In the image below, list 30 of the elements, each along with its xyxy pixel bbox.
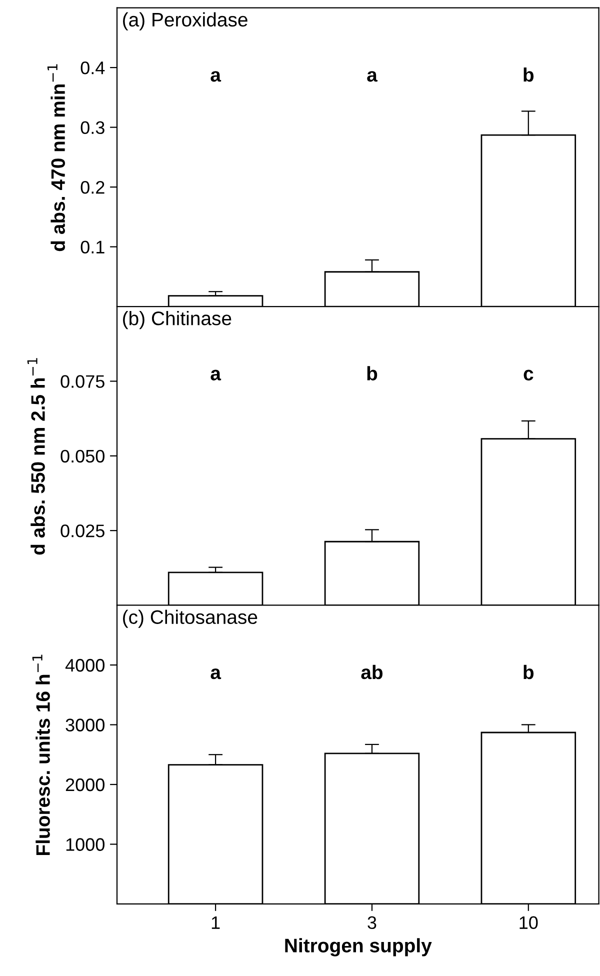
y-tick-label: 0.025 [60,524,104,538]
x-tick-label: 3 [368,916,376,930]
y-axis-title: d abs. 470 nm min$^{−1}$ [47,64,66,252]
y-tick-label: 0.075 [60,375,104,388]
x-tick-label: 1 [212,916,220,929]
y-tick-label: 0.2 [80,180,104,194]
annotation: a [210,668,222,680]
y-tick-label: 0.050 [60,450,104,463]
annotation: a [210,370,222,380]
annotation: b [367,366,378,380]
y-tick-label: 0.3 [80,121,104,134]
y-tick-label: 3000 [66,718,104,732]
y-tick-label: 0.4 [80,61,105,74]
annotation: ab [361,664,383,680]
x-tick-label: 10 [520,916,538,930]
annotation: c [524,370,534,380]
y-tick-label: 1000 [66,838,104,851]
annotation: b [524,664,534,680]
chart-title: (c) Chitosanase [123,610,258,628]
annotation: b [524,67,534,82]
chart-title: (a) Peroxidase [123,12,248,30]
chart-title: (b) Chitinase [123,311,232,330]
y-tick-label: 2000 [66,778,104,792]
annotation: a [367,71,378,82]
y-axis-title: Fluoresc. units 16 h$^{−1}$ [32,654,50,856]
annotation: a [210,71,222,82]
y-tick-label: 0.1 [80,240,104,254]
x-axis-title: Nitrogen supply [285,938,432,956]
y-tick-label: 4000 [65,658,104,672]
y-axis-title: d abs. 550 nm 2.5 h$^{−1}$ [27,358,45,555]
